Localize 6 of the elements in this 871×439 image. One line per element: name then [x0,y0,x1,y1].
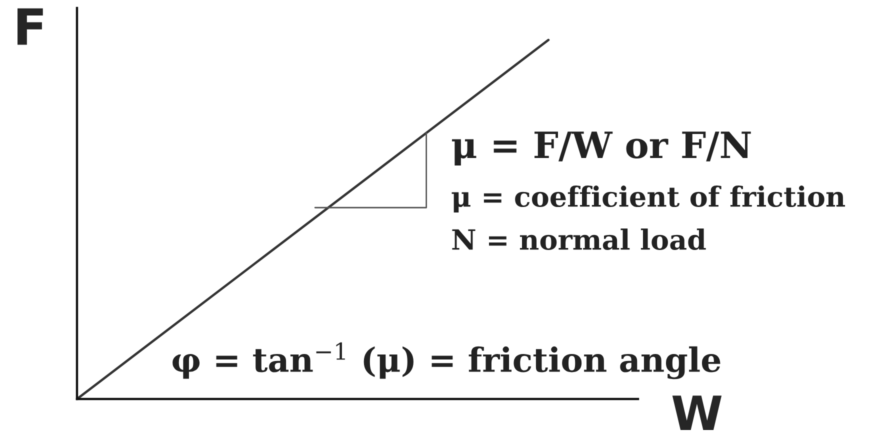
y-axis-title: F [18,8,43,45]
annotation: μ = coefficient of friction [452,186,846,212]
x-axis-title: W [672,396,722,430]
annotation: N = normal load [452,228,706,250]
annotation: μ = F/W or F/N [452,132,751,166]
annotation: φ = tan$^{−1}$ (μ) = friction angle [172,342,720,380]
